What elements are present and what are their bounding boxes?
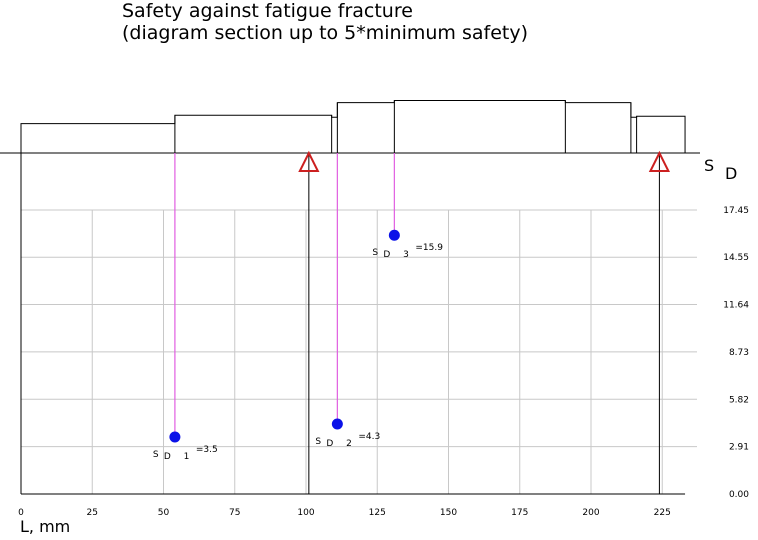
grid bbox=[21, 209, 697, 494]
x-axis-label: L, mm bbox=[20, 517, 70, 536]
y-axis-label-main: S bbox=[704, 156, 714, 175]
x-tick-label: 175 bbox=[511, 508, 528, 518]
data-point bbox=[388, 229, 400, 241]
point-labels: S D 1=3.5 S D 2=4.3 S D 3=15.9 bbox=[153, 243, 443, 462]
data-points bbox=[169, 229, 400, 443]
x-tick-label: 50 bbox=[158, 508, 170, 518]
y-tick-label: 14.55 bbox=[723, 253, 749, 263]
x-tick-label: 25 bbox=[87, 508, 98, 518]
guide-lines bbox=[174, 153, 395, 438]
x-tick-label: 150 bbox=[440, 508, 457, 518]
x-tick-label: 100 bbox=[297, 508, 314, 518]
y-axis-label-sub: D bbox=[725, 164, 737, 183]
point-label-value: =4.3 bbox=[358, 432, 380, 442]
y-tick-labels: 0.00 2.91 5.82 8.73 11.64 14.55 17.45 bbox=[723, 206, 749, 500]
point-label-main: S bbox=[153, 450, 159, 460]
point-label-sub: D 2 bbox=[326, 439, 357, 449]
x-tick-label: 125 bbox=[369, 508, 386, 518]
point-label-main: S bbox=[372, 248, 378, 258]
chart-title: Safety against fatigue fracture (diagram… bbox=[122, 0, 528, 44]
x-tick-label: 225 bbox=[654, 508, 671, 518]
y-tick-label: 5.82 bbox=[729, 395, 749, 405]
support-triangle-icon bbox=[298, 150, 320, 172]
y-tick-label: 11.64 bbox=[723, 301, 749, 311]
chart-title-line1: Safety against fatigue fracture bbox=[122, 0, 413, 22]
y-tick-label: 2.91 bbox=[729, 443, 749, 453]
x-tick-label: 0 bbox=[18, 508, 24, 518]
data-point bbox=[331, 418, 343, 430]
point-label-value: =15.9 bbox=[415, 243, 443, 253]
support-triangle-icon bbox=[648, 150, 671, 172]
x-tick-label: 75 bbox=[229, 508, 240, 518]
shaft-outline bbox=[20, 100, 686, 153]
data-point bbox=[169, 431, 181, 443]
y-tick-label: 0.00 bbox=[729, 490, 749, 500]
point-label-sub: D 3 bbox=[383, 250, 414, 260]
y-tick-label: 17.45 bbox=[723, 206, 749, 216]
point-label-main: S bbox=[315, 437, 321, 447]
support-markers bbox=[298, 150, 671, 494]
x-tick-label: 200 bbox=[582, 508, 599, 518]
point-label-sub: D 1 bbox=[164, 452, 195, 462]
chart-title-line2: (diagram section up to 5*minimum safety) bbox=[122, 22, 529, 44]
y-tick-label: 8.73 bbox=[729, 348, 749, 358]
x-tick-labels: 0 25 50 75 100 125 150 175 200 225 bbox=[18, 508, 671, 518]
shaft-profile bbox=[20, 100, 686, 153]
point-label-value: =3.5 bbox=[196, 445, 218, 455]
